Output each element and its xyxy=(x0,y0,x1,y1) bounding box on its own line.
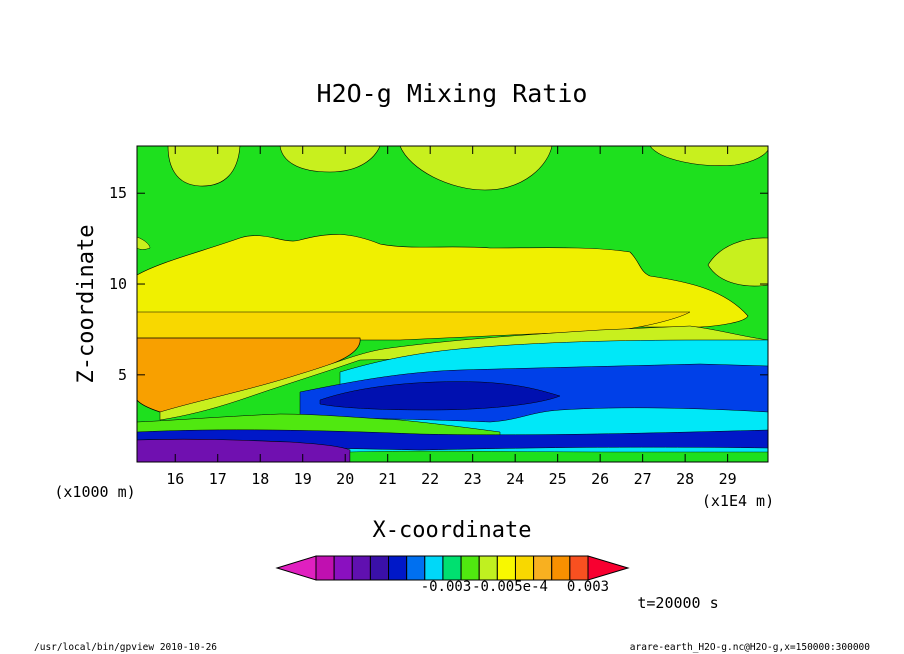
y-tick-label: 15 xyxy=(109,184,127,202)
x-tick-label: 22 xyxy=(421,470,439,488)
field-top-blob-4 xyxy=(649,145,769,166)
colorbar xyxy=(275,555,630,581)
x-tick-label: 17 xyxy=(209,470,227,488)
x-tick-label: 19 xyxy=(294,470,312,488)
x-tick-label: 21 xyxy=(379,470,397,488)
field-left-blob xyxy=(136,236,151,250)
time-label: t=20000 s xyxy=(637,594,718,612)
x-tick-label: 24 xyxy=(506,470,524,488)
colorbar-swatch xyxy=(369,555,390,581)
colorbar-label-2: -0.005e-4 xyxy=(472,579,548,595)
field-top-blob-1 xyxy=(167,145,241,187)
x-tick-label: 20 xyxy=(336,470,354,488)
x-tick-label: 27 xyxy=(634,470,652,488)
plot-area xyxy=(136,145,769,463)
colorbar-swatch xyxy=(551,555,571,581)
colorbar-swatch xyxy=(569,555,589,581)
plot-frame xyxy=(136,145,769,463)
x-axis: 16 17 18 19 20 21 22 23 24 25 26 27 28 29 xyxy=(166,146,737,488)
y-tick-label: 10 xyxy=(109,275,127,293)
colorbar-swatch xyxy=(333,555,353,581)
colorbar-swatch xyxy=(351,555,371,581)
colorbar-swatch xyxy=(406,555,426,581)
field-top-blob-3 xyxy=(399,145,553,191)
colorbar-label-1: -0.003 xyxy=(421,579,472,595)
y-axis-label: Z-coordinate xyxy=(74,225,99,384)
chart-title: H2O-g Mixing Ratio xyxy=(317,79,588,108)
field-purple xyxy=(136,438,351,463)
y-tick-label: 5 xyxy=(118,366,127,384)
colorbar-swatch xyxy=(514,555,535,581)
x-tick-label: 29 xyxy=(719,470,737,488)
colorbar-swatch xyxy=(388,555,408,581)
colorbar-swatch xyxy=(315,555,335,581)
x-tick-label: 23 xyxy=(464,470,482,488)
x-tick-label: 28 xyxy=(676,470,694,488)
colorbar-arrow-right xyxy=(587,555,630,581)
field-dark-blue xyxy=(319,381,561,411)
colorbar-swatch xyxy=(424,555,444,581)
x-tick-label: 26 xyxy=(591,470,609,488)
colorbar-swatch xyxy=(496,555,516,581)
x-units-label: (x1E4 m) xyxy=(702,492,774,510)
colorbar-arrow-left xyxy=(275,555,317,581)
footer-left: /usr/local/bin/gpview 2010-10-26 xyxy=(34,642,217,653)
x-axis-label: X-coordinate xyxy=(373,518,532,543)
x-tick-label: 18 xyxy=(251,470,269,488)
colorbar-swatch xyxy=(533,555,553,581)
colorbar-swatch xyxy=(478,555,498,581)
colorbar-swatch xyxy=(442,555,462,581)
field-top-blob-2 xyxy=(279,145,381,173)
footer-right: arare-earth_H2O-g.nc@H2O-g,x=150000:3000… xyxy=(630,642,870,653)
x-tick-label: 16 xyxy=(166,470,184,488)
field-yellow-band xyxy=(136,234,749,328)
colorbar-label-3: 0.003 xyxy=(567,579,609,595)
x-tick-label: 25 xyxy=(549,470,567,488)
field-bottom-green xyxy=(349,450,769,463)
y-axis: 5 10 15 xyxy=(109,184,768,384)
y-units-label: (x1000 m) xyxy=(54,483,135,501)
colorbar-swatch xyxy=(460,555,480,581)
